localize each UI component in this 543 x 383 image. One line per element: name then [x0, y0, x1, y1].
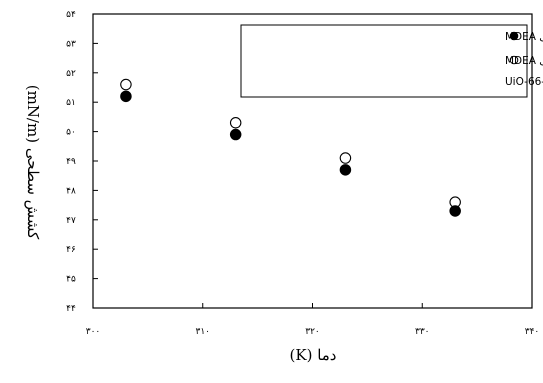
x-axis: ۳۰۰ ۳۱۰ ۳۲۰ ۳۳۰ ۳۴۰ [86, 303, 540, 337]
y-tick-label: ۴۷ [66, 216, 76, 226]
x-axis-title: دما (K) [290, 346, 337, 364]
legend-marker-open [509, 55, 519, 65]
data-point-open [339, 152, 352, 164]
data-point-filled [339, 164, 352, 176]
data-point-filled [120, 90, 132, 103]
legend: محلول حاوی ۰/۴ کسرجرمی MDEA محلول حاوی ۰… [240, 24, 543, 98]
y-tick-label: ۴۶ [66, 245, 76, 255]
y-axis-title: کشش سطحی (mN/m) [24, 85, 42, 240]
y-tick-label: ۵۱ [66, 98, 76, 108]
legend-label-series-1: محلول حاوی ۰/۴ کسرجرمی MDEA [505, 31, 543, 43]
legend-box [240, 24, 528, 98]
data-points [120, 78, 461, 217]
y-tick-label: ۵۴ [66, 10, 76, 20]
x-tick-label: ۳۰۰ [86, 327, 101, 337]
y-tick-label: ۵۲ [66, 69, 76, 79]
y-tick-label: ۴۹ [66, 157, 76, 167]
x-tick-label: ۳۴۰ [525, 327, 540, 337]
y-tick-label: ۵۳ [66, 39, 76, 49]
x-tick-label: ۳۱۰ [195, 327, 210, 337]
legend-label-series-2-line-2: و ۰/۰۰۱ کسر جرمی UiO-66-NH2 [505, 76, 543, 88]
legend-marker-filled [509, 31, 519, 41]
data-point-filled [449, 205, 461, 217]
data-point-open [229, 117, 242, 129]
data-point-open [120, 78, 132, 91]
x-tick-label: ۳۲۰ [305, 327, 320, 337]
y-axis: ۴۴ ۴۵ ۴۶ ۴۷ ۴۸ ۴۹ ۵۰ ۵۱ ۵۲ ۵۳ ۵۴ [66, 10, 98, 314]
y-tick-label: ۴۵ [66, 275, 76, 285]
x-tick-label: ۳۳۰ [415, 327, 430, 337]
legend-label-series-2-line-1: محلول حاوی ۰/۴ کسر جرمی MDEA [505, 55, 543, 67]
y-tick-label: ۵۰ [66, 128, 76, 138]
data-point-filled [229, 128, 242, 141]
y-tick-label: ۴۸ [66, 186, 76, 196]
y-tick-label: ۴۴ [66, 304, 76, 314]
